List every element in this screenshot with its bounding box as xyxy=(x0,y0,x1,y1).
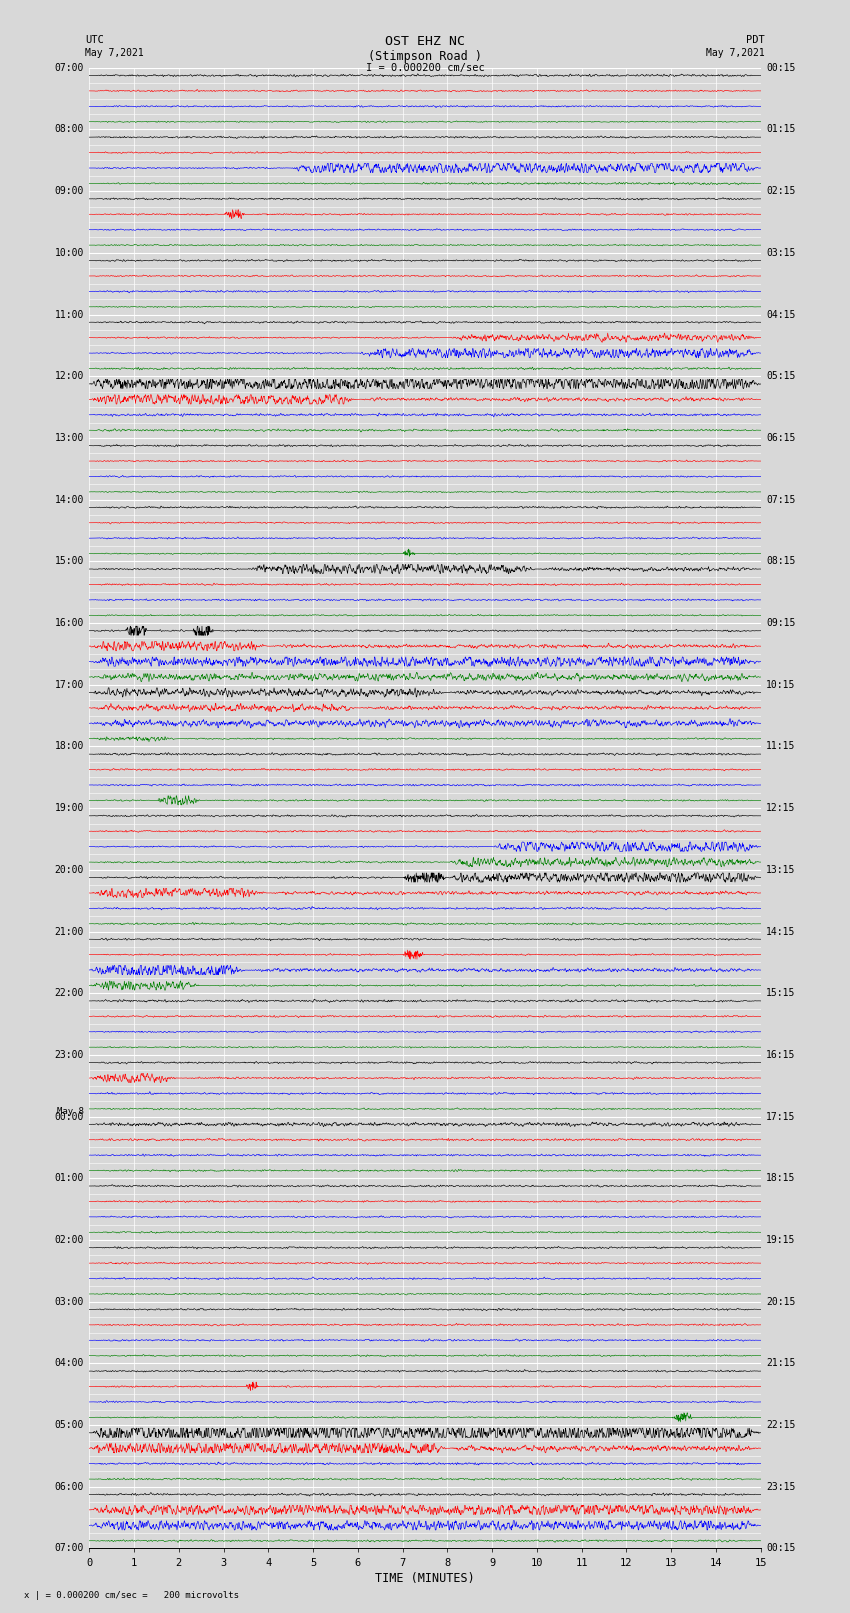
Text: 07:00: 07:00 xyxy=(54,1544,84,1553)
Text: 17:00: 17:00 xyxy=(54,679,84,690)
Text: 19:15: 19:15 xyxy=(766,1236,796,1245)
Text: 20:15: 20:15 xyxy=(766,1297,796,1307)
Text: 05:15: 05:15 xyxy=(766,371,796,381)
Text: 01:00: 01:00 xyxy=(54,1173,84,1184)
Text: PDT: PDT xyxy=(746,35,765,45)
X-axis label: TIME (MINUTES): TIME (MINUTES) xyxy=(375,1571,475,1584)
Text: 00:15: 00:15 xyxy=(766,63,796,73)
Text: 04:15: 04:15 xyxy=(766,310,796,319)
Text: 07:15: 07:15 xyxy=(766,495,796,505)
Text: 09:00: 09:00 xyxy=(54,185,84,197)
Text: 13:15: 13:15 xyxy=(766,865,796,874)
Text: 06:15: 06:15 xyxy=(766,432,796,444)
Text: 21:15: 21:15 xyxy=(766,1358,796,1368)
Text: May 7,2021: May 7,2021 xyxy=(706,48,765,58)
Text: 19:00: 19:00 xyxy=(54,803,84,813)
Text: 18:15: 18:15 xyxy=(766,1173,796,1184)
Text: (Stimpson Road ): (Stimpson Road ) xyxy=(368,50,482,63)
Text: 22:15: 22:15 xyxy=(766,1419,796,1431)
Text: x | = 0.000200 cm/sec =   200 microvolts: x | = 0.000200 cm/sec = 200 microvolts xyxy=(24,1590,239,1600)
Text: 20:00: 20:00 xyxy=(54,865,84,874)
Text: 16:00: 16:00 xyxy=(54,618,84,627)
Text: OST EHZ NC: OST EHZ NC xyxy=(385,35,465,48)
Text: 10:15: 10:15 xyxy=(766,679,796,690)
Text: 11:15: 11:15 xyxy=(766,742,796,752)
Text: 14:00: 14:00 xyxy=(54,495,84,505)
Text: 21:00: 21:00 xyxy=(54,926,84,937)
Text: 14:15: 14:15 xyxy=(766,926,796,937)
Text: 15:00: 15:00 xyxy=(54,556,84,566)
Text: 01:15: 01:15 xyxy=(766,124,796,134)
Text: 22:00: 22:00 xyxy=(54,989,84,998)
Text: 02:00: 02:00 xyxy=(54,1236,84,1245)
Text: 07:00: 07:00 xyxy=(54,63,84,73)
Text: 03:15: 03:15 xyxy=(766,248,796,258)
Text: 06:00: 06:00 xyxy=(54,1482,84,1492)
Text: 04:00: 04:00 xyxy=(54,1358,84,1368)
Text: 12:15: 12:15 xyxy=(766,803,796,813)
Text: 23:00: 23:00 xyxy=(54,1050,84,1060)
Text: 00:15: 00:15 xyxy=(766,1544,796,1553)
Text: 03:00: 03:00 xyxy=(54,1297,84,1307)
Text: 18:00: 18:00 xyxy=(54,742,84,752)
Text: May 8: May 8 xyxy=(57,1108,84,1116)
Text: 08:15: 08:15 xyxy=(766,556,796,566)
Text: UTC: UTC xyxy=(85,35,104,45)
Text: May 7,2021: May 7,2021 xyxy=(85,48,144,58)
Text: 08:00: 08:00 xyxy=(54,124,84,134)
Text: 05:00: 05:00 xyxy=(54,1419,84,1431)
Text: 17:15: 17:15 xyxy=(766,1111,796,1121)
Text: 10:00: 10:00 xyxy=(54,248,84,258)
Text: 23:15: 23:15 xyxy=(766,1482,796,1492)
Text: 12:00: 12:00 xyxy=(54,371,84,381)
Text: 11:00: 11:00 xyxy=(54,310,84,319)
Text: 13:00: 13:00 xyxy=(54,432,84,444)
Text: 15:15: 15:15 xyxy=(766,989,796,998)
Text: 09:15: 09:15 xyxy=(766,618,796,627)
Text: I = 0.000200 cm/sec: I = 0.000200 cm/sec xyxy=(366,63,484,73)
Text: 00:00: 00:00 xyxy=(54,1111,84,1121)
Text: 16:15: 16:15 xyxy=(766,1050,796,1060)
Text: 02:15: 02:15 xyxy=(766,185,796,197)
